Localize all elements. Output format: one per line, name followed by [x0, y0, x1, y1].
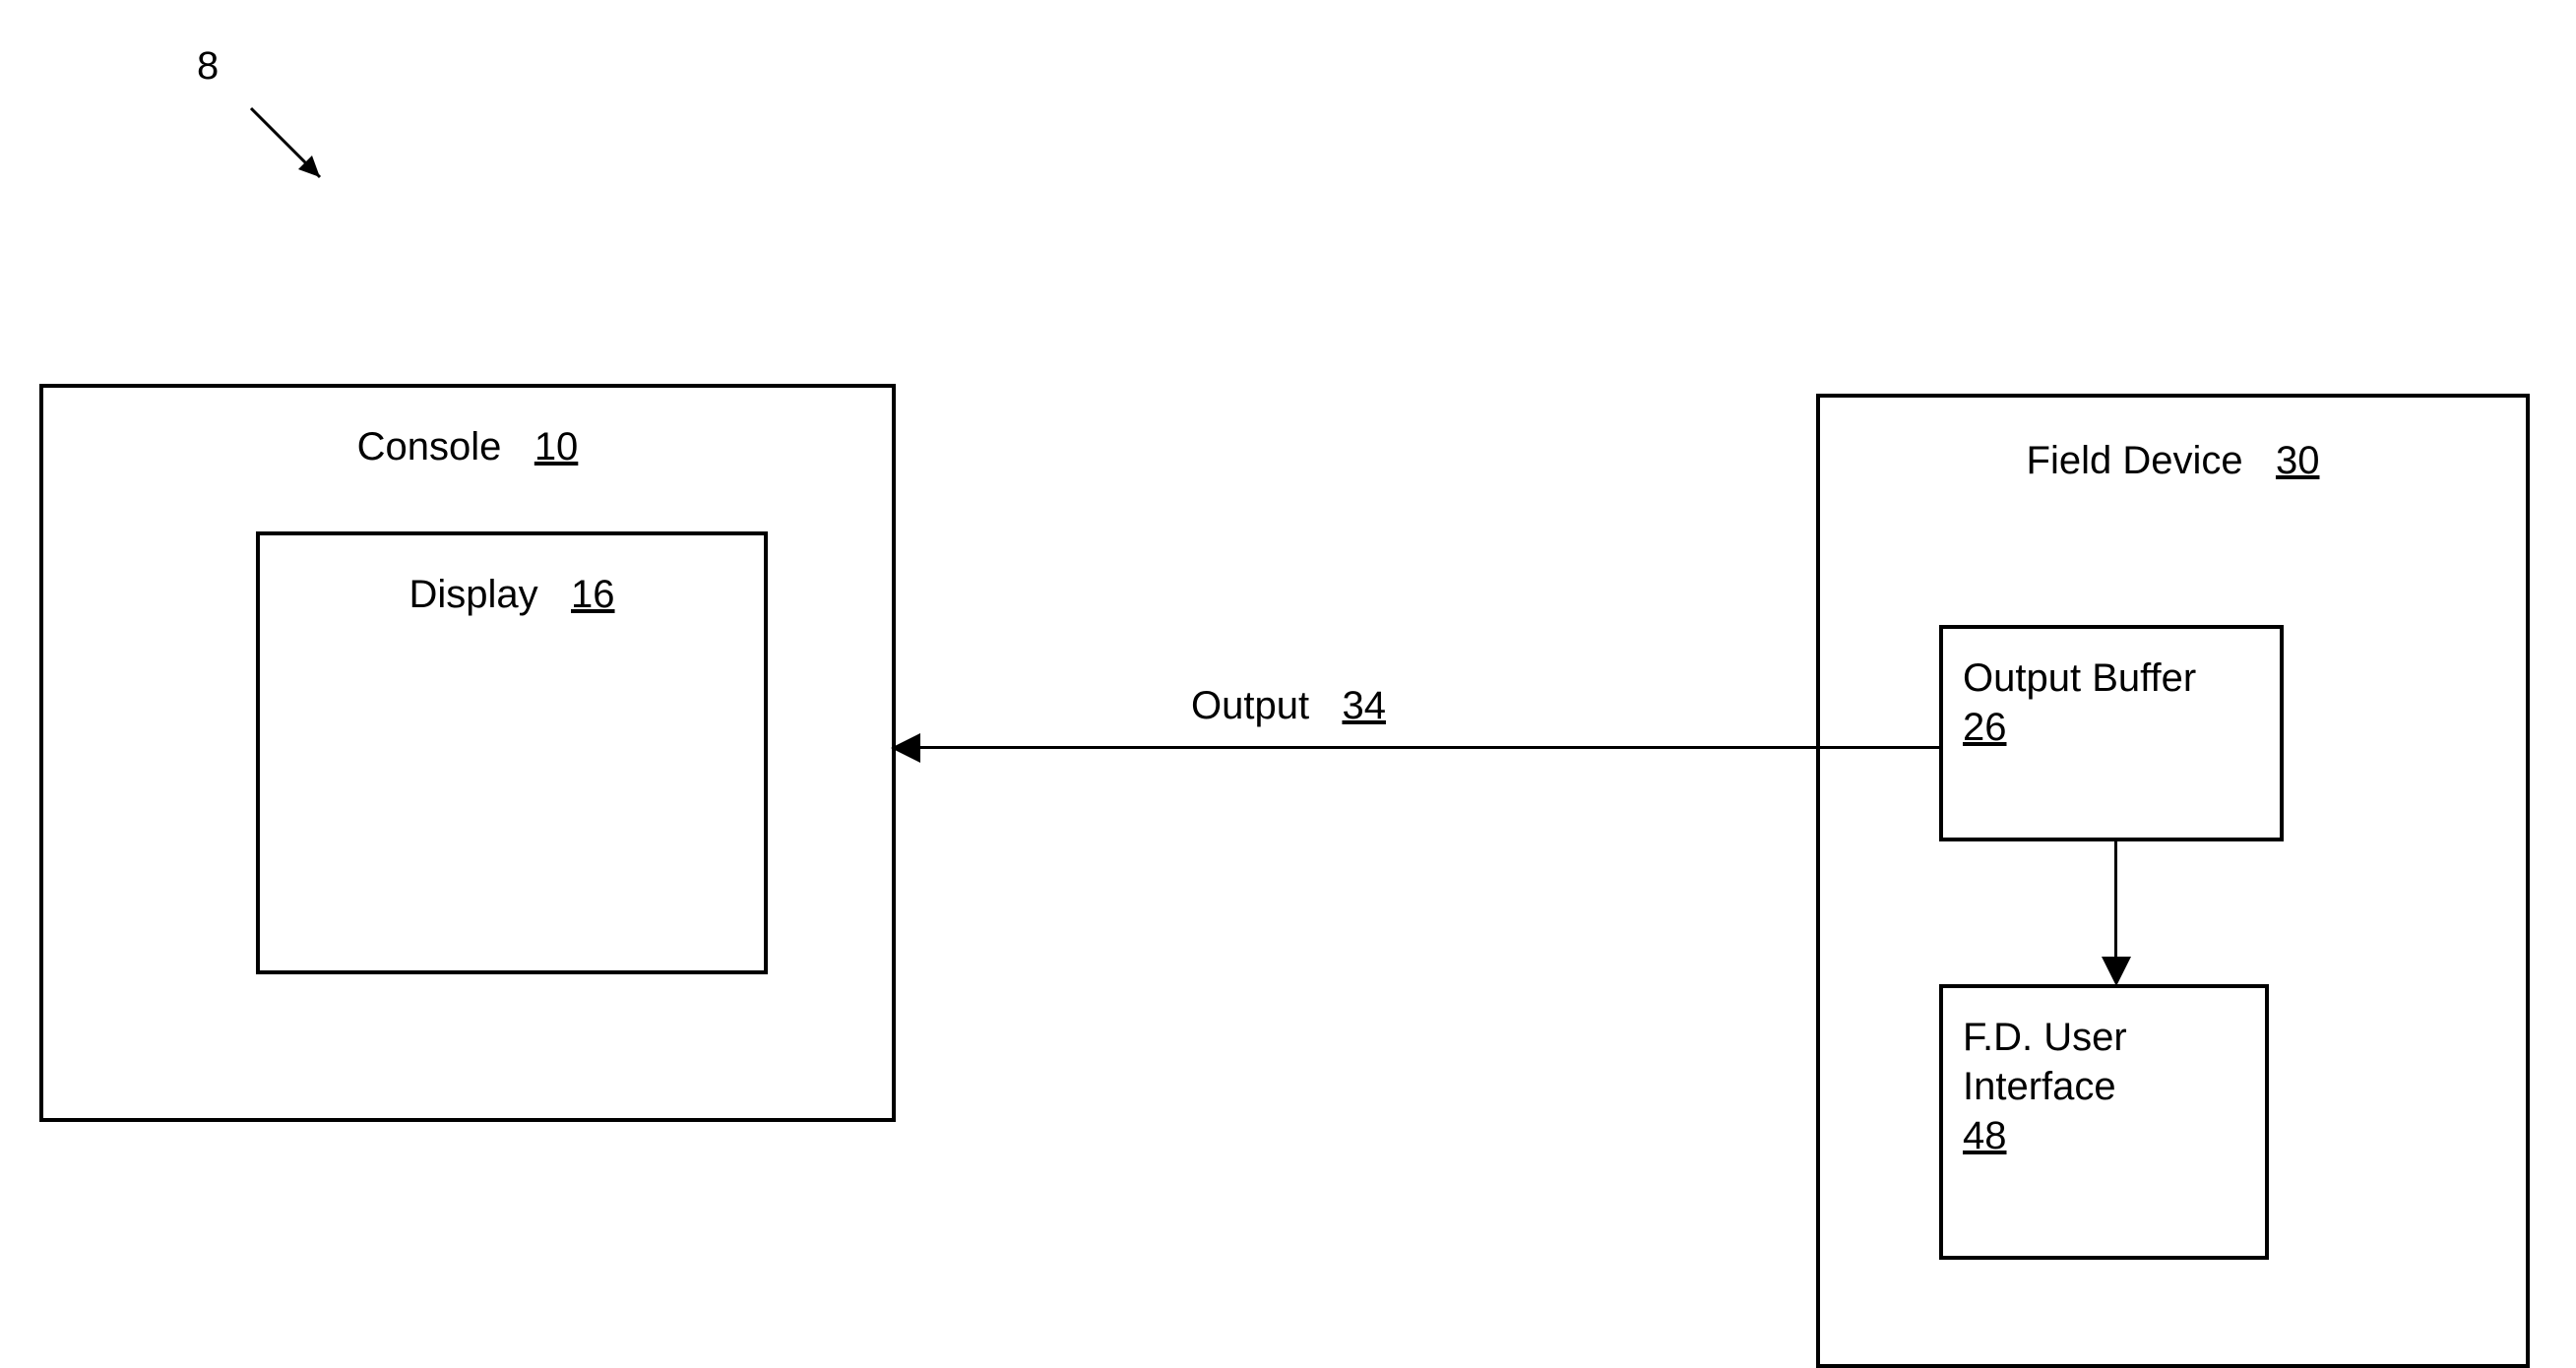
- buffer-to-ui-line: [2114, 841, 2117, 960]
- output-buffer-ref: 26: [1963, 706, 2007, 749]
- fd-user-interface-box: F.D. User Interface 48: [1939, 984, 2269, 1260]
- buffer-to-ui-head: [2102, 957, 2131, 986]
- output-arrow-line: [915, 746, 1939, 749]
- display-ref: 16: [571, 573, 615, 616]
- display-box: Display 16: [256, 531, 768, 974]
- fd-ui-line2: Interface: [1963, 1065, 2116, 1108]
- output-buffer-title-text: Output Buffer: [1963, 656, 2196, 700]
- output-arrow-head: [891, 733, 920, 763]
- field-device-ref: 30: [2276, 439, 2320, 482]
- reference-8-text: 8: [197, 44, 219, 88]
- console-ref: 10: [534, 425, 579, 468]
- console-title: Console 10: [43, 425, 892, 469]
- fd-user-interface-title: F.D. User Interface 48: [1963, 1013, 2258, 1160]
- output-edge-label: Output 34: [1191, 684, 1386, 728]
- callout-arrow: [241, 98, 349, 207]
- output-edge-text: Output: [1191, 684, 1309, 727]
- console-title-text: Console: [357, 425, 502, 468]
- output-edge-ref: 34: [1342, 684, 1386, 727]
- fd-ui-line1: F.D. User: [1963, 1016, 2127, 1059]
- fd-ui-ref: 48: [1963, 1114, 2007, 1157]
- output-buffer-title: Output Buffer 26: [1963, 653, 2258, 752]
- display-title-text: Display: [408, 573, 537, 616]
- field-device-title-text: Field Device: [2027, 439, 2243, 482]
- display-title: Display 16: [260, 573, 764, 617]
- output-buffer-box: Output Buffer 26: [1939, 625, 2284, 841]
- field-device-title: Field Device 30: [1820, 439, 2526, 483]
- reference-8-label: 8: [197, 44, 219, 89]
